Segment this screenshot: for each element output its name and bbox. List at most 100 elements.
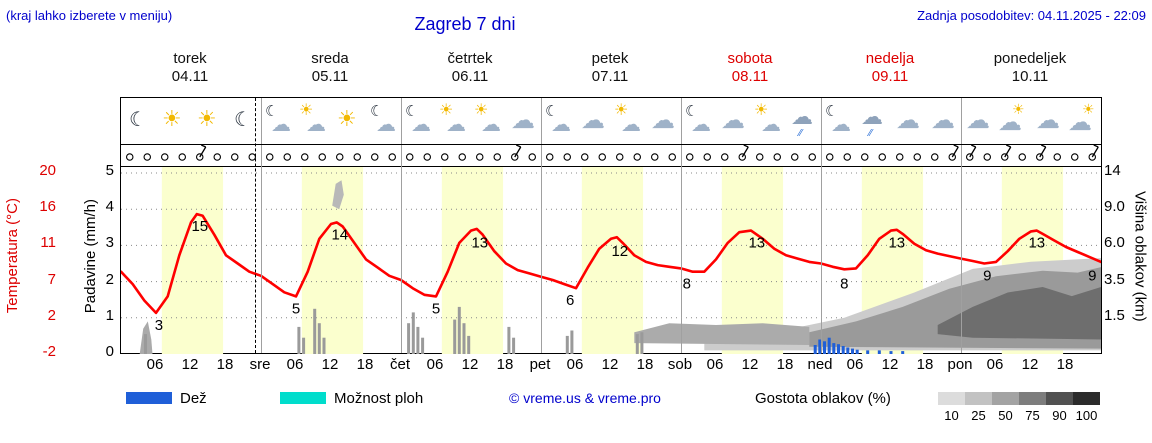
cloud-icon: ☁	[506, 99, 541, 143]
icon-glyph: ☾	[685, 103, 699, 120]
density-tick-label: 25	[971, 408, 986, 423]
day-name: sreda	[311, 50, 349, 67]
day-header-nedelja: nedelja 09.11	[820, 50, 960, 86]
icon-glyph: ☾	[825, 103, 839, 120]
day-date: 10.11	[1011, 68, 1049, 85]
temperature-axis-title-text: Temperatura (°C)	[3, 198, 21, 314]
hour-tick-label: 06	[846, 356, 864, 373]
hour-tick-label: 18	[496, 356, 514, 373]
cloud-icon: ☁	[576, 99, 611, 143]
hour-tick-label: 18	[636, 356, 654, 373]
sun-cloud-icon: ☀ ☁	[296, 99, 331, 143]
cloud-density-scale: 10 25 50 75 90 100	[938, 392, 1100, 423]
precip-tick: 4	[105, 198, 114, 216]
sun-icon: ☀	[331, 99, 366, 143]
svg-text:3: 3	[155, 317, 163, 334]
day-boundary-line	[261, 98, 262, 353]
hour-tick-label: 18	[1056, 356, 1074, 373]
moon-cloud-icon: ☾ ☁	[681, 99, 716, 143]
icon-glyph: ⁄⁄	[799, 128, 803, 139]
icon-glyph: ☁	[1036, 107, 1060, 134]
sun-cloud-icon: ☀ ☁	[611, 99, 646, 143]
precip-tick: 3	[105, 234, 114, 252]
density-cell	[1019, 392, 1046, 405]
day-name: nedelja	[865, 50, 915, 67]
cloud-density-label: Gostota oblakov (%)	[755, 390, 891, 407]
icon-glyph: ☁	[581, 107, 605, 134]
last-update-text: Zadnja posodobitev: 04.11.2025 - 22:09	[917, 8, 1146, 23]
cloud-tick: 6.0	[1104, 234, 1125, 252]
hour-tick-label: 06	[566, 356, 584, 373]
day-date: 09.11	[871, 68, 909, 85]
density-tick-label: 75	[1025, 408, 1040, 423]
icon-glyph: ☁	[271, 114, 291, 136]
icon-glyph: ☁	[791, 104, 813, 129]
hour-tick-label: 18	[216, 356, 234, 373]
temp-tick: 2	[47, 306, 56, 324]
icon-glyph: ☁	[411, 114, 431, 136]
showers-legend-swatch	[280, 392, 326, 404]
cloud-rain-icon: ☁ ⁄⁄	[786, 99, 821, 143]
day-boundary-line	[961, 98, 962, 353]
density-cell	[938, 392, 965, 405]
rain-legend-swatch	[126, 392, 172, 404]
copyright-link[interactable]: © vreme.us & vreme.pro	[509, 390, 661, 406]
meteogram-svg: 3 15 5 14 5 13 6 12 8 13 8 13 9 13 9	[119, 167, 1103, 355]
cloud-rain-icon: ☁ ⁄⁄	[856, 99, 891, 143]
icon-glyph: ☁	[721, 107, 745, 134]
day-header-sobota: sobota 08.11	[680, 50, 820, 86]
hour-tick-label: 12	[1021, 356, 1039, 373]
icon-glyph: ☁	[376, 114, 396, 136]
icon-glyph: ☀	[1012, 101, 1025, 117]
hour-tick-label: 18	[916, 356, 934, 373]
wind-symbols-svg	[126, 144, 1099, 161]
precip-tick: 1	[105, 306, 114, 324]
cloud-icon: ☁	[1031, 99, 1066, 143]
page-title: Zagreb 7 dni	[414, 14, 516, 34]
day-header-sreda: sreda 05.11	[260, 50, 400, 86]
temp-tick: 11	[40, 234, 56, 252]
icon-glyph: ☾	[265, 103, 279, 120]
moon-cloud-icon: ☾ ☁	[401, 99, 436, 143]
day-abbr: sre	[249, 356, 271, 373]
sun-cloud-icon: ☀ ☁	[436, 99, 471, 143]
icon-glyph: ☾	[545, 103, 559, 120]
hour-tick-label: 06	[426, 356, 444, 373]
day-abbr: čet	[389, 356, 411, 373]
hour-tick-label: 12	[741, 356, 759, 373]
icon-glyph: ☁	[998, 109, 1022, 136]
density-tick-label: 50	[998, 408, 1013, 423]
icon-glyph: ☾	[234, 109, 252, 131]
legend: Dež Možnost ploh © vreme.us & vreme.pro …	[0, 390, 1152, 424]
icon-glyph: ☁	[621, 114, 641, 136]
icon-glyph: ☀	[299, 102, 314, 119]
svg-text:12: 12	[611, 243, 628, 260]
moon-icon: ☾	[121, 99, 156, 143]
hour-tick-label: 12	[181, 356, 199, 373]
precip-tick: 5	[105, 162, 114, 179]
temperature-axis-title: Temperatura (°C)	[2, 156, 22, 356]
icon-glyph: ☁	[691, 114, 711, 136]
density-tick-label: 10	[944, 408, 959, 423]
svg-text:13: 13	[471, 235, 488, 252]
hour-tick-label: 06	[286, 356, 304, 373]
day-date: 06.11	[451, 68, 489, 85]
icon-glyph: ☀	[337, 106, 357, 131]
day-name: ponedeljek	[993, 50, 1067, 67]
day-boundary-line	[401, 98, 402, 353]
precip-tick: 0	[105, 343, 114, 360]
svg-text:8: 8	[840, 276, 848, 293]
density-cell	[992, 392, 1019, 405]
icon-glyph: ☁	[861, 104, 883, 129]
icon-glyph: ☁	[1068, 109, 1092, 136]
hour-tick-label: 06	[146, 356, 164, 373]
icon-glyph: ☁	[651, 107, 675, 134]
day-header-torek: torek 04.11	[120, 50, 260, 86]
svg-text:15: 15	[191, 218, 208, 235]
day-abbr: ned	[807, 356, 833, 373]
icon-glyph: ☾	[370, 103, 384, 120]
icon-glyph: ☀	[474, 102, 489, 119]
day-header-ponedeljek: ponedeljek 10.11	[960, 50, 1100, 86]
day-name: četrtek	[447, 50, 493, 67]
